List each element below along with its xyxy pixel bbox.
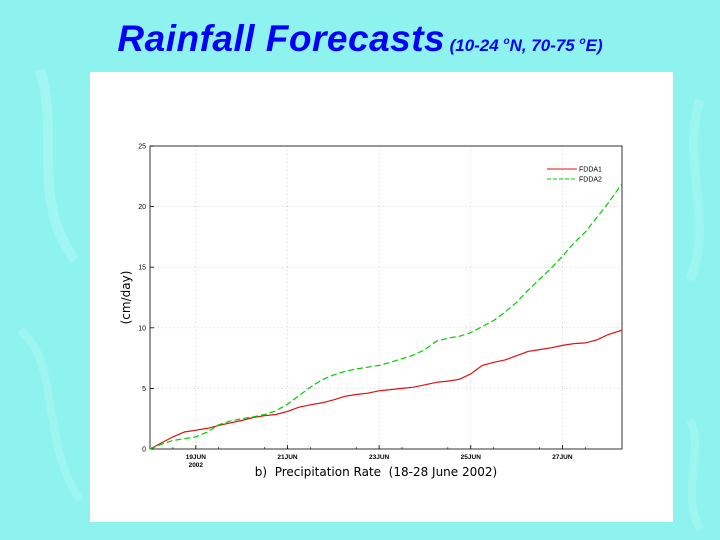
- slide-title: Rainfall Forecasts (10-24 oN, 70-75 oE): [0, 18, 720, 60]
- chart-series: [149, 183, 623, 450]
- slide-title-region: (10-24 oN, 70-75 oE): [450, 36, 603, 55]
- y-tick-label: 10: [138, 325, 146, 332]
- series-line-fdda1: [149, 329, 623, 450]
- chart-panel: 0 5 10 15 20 25 19JUN 2002 21JUN 23JUN 25JUN 27JUN …: [90, 72, 673, 522]
- degree-symbol-lon: o: [579, 36, 586, 47]
- y-tick-label: 15: [138, 265, 146, 272]
- region-suffix: E): [585, 36, 603, 55]
- plot-frame: [149, 145, 623, 450]
- y-tick-label: 5: [142, 386, 146, 393]
- x-tick-label: 23JUN: [369, 454, 390, 461]
- x-axis-label: b) Precipitation Rate (18-28 June 2002): [255, 465, 497, 479]
- y-tick-label: 25: [138, 144, 146, 151]
- chart-legend: FDDA1 FDDA2: [547, 167, 602, 184]
- grid-lines: [150, 146, 622, 449]
- x-tick-label: 27JUN: [552, 454, 573, 461]
- x-tick-sublabel: 2002: [189, 462, 204, 469]
- legend-label-fdda2: FDDA2: [579, 177, 602, 184]
- region-lat-prefix: (10-24: [449, 36, 504, 55]
- degree-symbol-lat: o: [503, 36, 510, 47]
- x-tick-label: 25JUN: [461, 454, 482, 461]
- region-lon-prefix: N, 70-75: [509, 36, 580, 55]
- y-tick-label: 20: [138, 204, 146, 211]
- legend-label-fdda1: FDDA1: [579, 167, 602, 174]
- y-axis-label: (cm/day): [119, 271, 133, 325]
- x-tick-label: 21JUN: [277, 454, 298, 461]
- slide-title-main: Rainfall Forecasts: [117, 18, 446, 59]
- y-tick-label: 0: [142, 447, 146, 454]
- series-line-fdda2: [149, 183, 623, 450]
- x-tick-label: 19JUN: [186, 454, 207, 461]
